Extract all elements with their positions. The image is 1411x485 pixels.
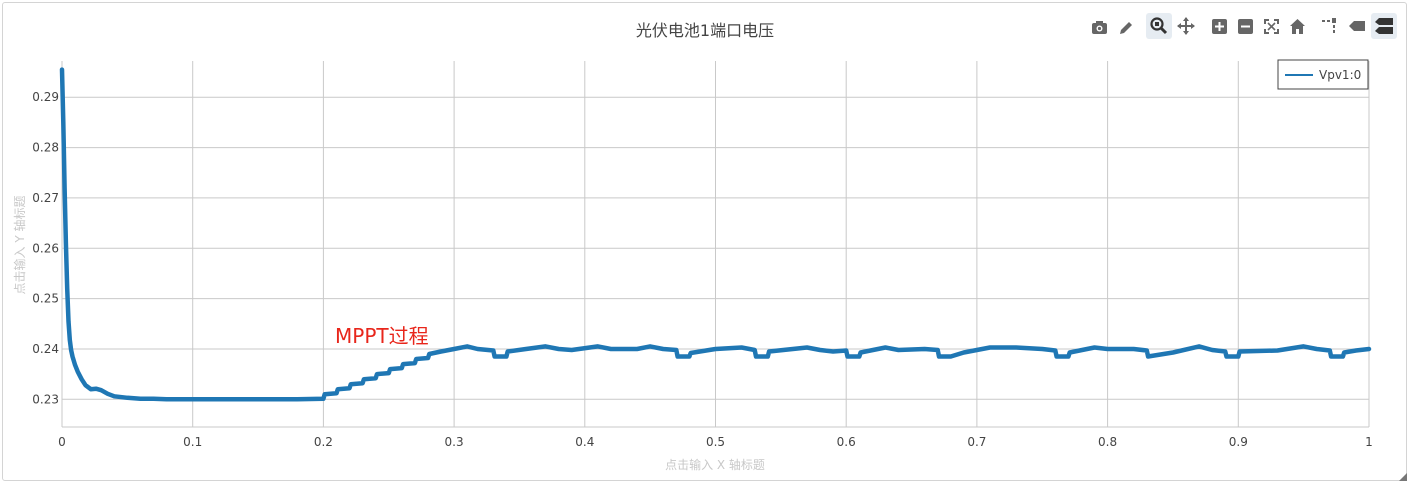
chart-title: 光伏电池1端口电压 (636, 21, 774, 40)
x-tick-label: 1 (1365, 435, 1373, 449)
y-tick-label: 0.27 (32, 191, 59, 205)
home-icon[interactable] (1290, 19, 1305, 34)
x-tick-label: 0.8 (1098, 435, 1117, 449)
zoom-icon[interactable] (1146, 13, 1172, 39)
camera-icon[interactable] (1092, 21, 1107, 34)
x-tick-label: 0.5 (706, 435, 725, 449)
x-axis-title[interactable]: 点击输入 X 轴标题 (665, 457, 765, 472)
zoom-in-icon[interactable] (1212, 19, 1227, 34)
mppt-annotation: MPPT过程 (335, 324, 429, 348)
pencil-icon[interactable] (1120, 22, 1132, 34)
x-tick-label: 0 (58, 435, 66, 449)
zoom-out-icon[interactable] (1238, 19, 1253, 34)
autoscale-icon[interactable] (1264, 19, 1279, 34)
x-tick-label: 0.3 (445, 435, 464, 449)
y-tick-label: 0.23 (32, 392, 59, 406)
pan-icon[interactable] (1177, 17, 1195, 35)
y-tick-label: 0.29 (32, 90, 59, 104)
x-tick-label: 0.1 (183, 435, 202, 449)
x-tick-label: 0.7 (967, 435, 986, 449)
x-tick-label: 0.2 (314, 435, 333, 449)
y-tick-label: 0.25 (32, 292, 59, 306)
x-tick-label: 0.6 (837, 435, 856, 449)
modebar (1092, 13, 1397, 39)
series-0[interactable] (59, 67, 1372, 402)
legend-item-label[interactable]: Vpv1:0 (1319, 68, 1361, 82)
legend[interactable]: Vpv1:0 (1277, 59, 1369, 90)
y-tick-label: 0.28 (32, 141, 59, 155)
y-tick-label: 0.26 (32, 241, 59, 255)
x-tick-label: 0.4 (575, 435, 594, 449)
tick-layer: 0 0.1 0.2 0.3 0.4 0.5 0.6 0.7 0.8 0.9 1 0.23 0.24 0.2… (32, 90, 1373, 449)
y-axis-title[interactable]: 点击输入 Y 轴标题 (12, 196, 27, 295)
hover-compare-icon[interactable] (1371, 13, 1397, 39)
spike-lines-icon[interactable] (1322, 18, 1336, 33)
hover-closest-icon[interactable] (1349, 21, 1365, 31)
resize-grip[interactable] (1399, 473, 1407, 481)
series-line[interactable] (59, 67, 1372, 402)
x-tick-label: 0.9 (1229, 435, 1248, 449)
y-tick-label: 0.24 (32, 342, 59, 356)
series-layer[interactable] (59, 67, 1372, 402)
grid-layer (61, 61, 1370, 428)
